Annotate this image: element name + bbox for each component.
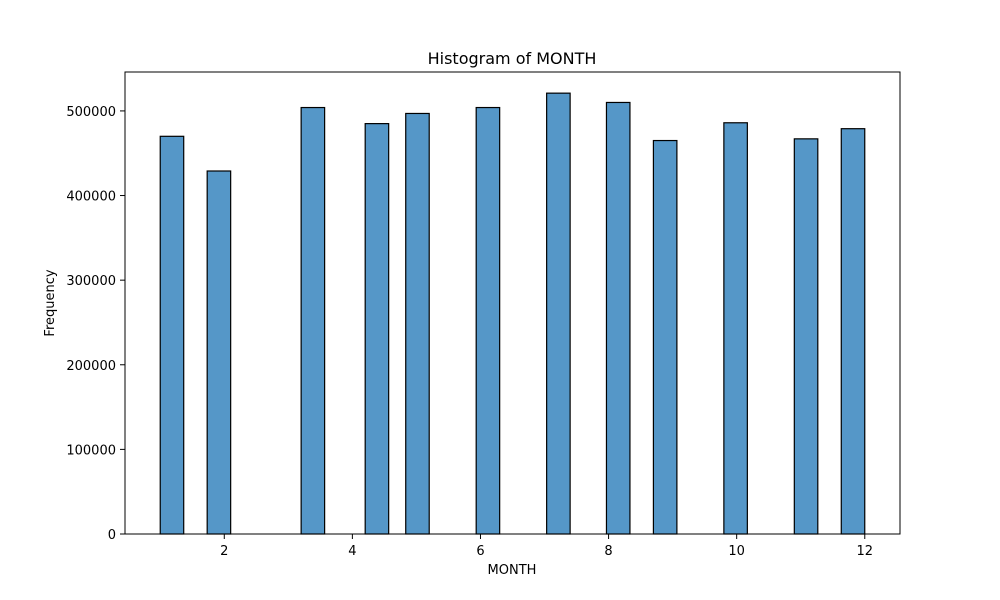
y-tick-label: 200000	[66, 359, 116, 374]
x-tick-label: 2	[220, 544, 228, 559]
histogram-bar-10	[723, 122, 748, 535]
x-tick-label: 6	[476, 544, 484, 559]
histogram-bar-3	[300, 106, 326, 535]
histogram-bar-6	[475, 106, 501, 535]
y-tick-label: 100000	[66, 443, 116, 458]
x-axis-label: MONTH	[488, 563, 537, 578]
y-tick-label: 400000	[66, 190, 116, 205]
chart-title: Histogram of MONTH	[428, 49, 597, 68]
histogram-bar-9	[652, 139, 678, 535]
histogram-bar-7	[546, 92, 571, 535]
y-tick-label: 500000	[66, 105, 116, 120]
histogram-bar-11	[793, 138, 819, 535]
y-tick-label: 300000	[66, 274, 116, 289]
x-tick-label: 12	[856, 544, 873, 559]
y-axis-label: Frequency	[43, 269, 58, 336]
x-tick-label: 10	[728, 544, 745, 559]
x-tick-label: 4	[348, 544, 356, 559]
histogram-bar-2	[206, 170, 232, 535]
y-tick-label: 0	[108, 528, 116, 543]
histogram-bar-5	[405, 112, 430, 535]
plot-frame	[124, 71, 901, 535]
x-tick-label: 8	[604, 544, 612, 559]
histogram-bar-12	[840, 128, 866, 535]
x-axis-ticks: 2 4 6 8 10 12	[220, 534, 873, 559]
bars-group	[159, 92, 866, 535]
histogram-bar-8	[605, 101, 631, 535]
histogram-bar-4	[364, 123, 390, 535]
y-axis-ticks: 0 100000 200000 300000 400000 500000	[66, 105, 125, 543]
histogram-bar-1	[159, 135, 185, 535]
